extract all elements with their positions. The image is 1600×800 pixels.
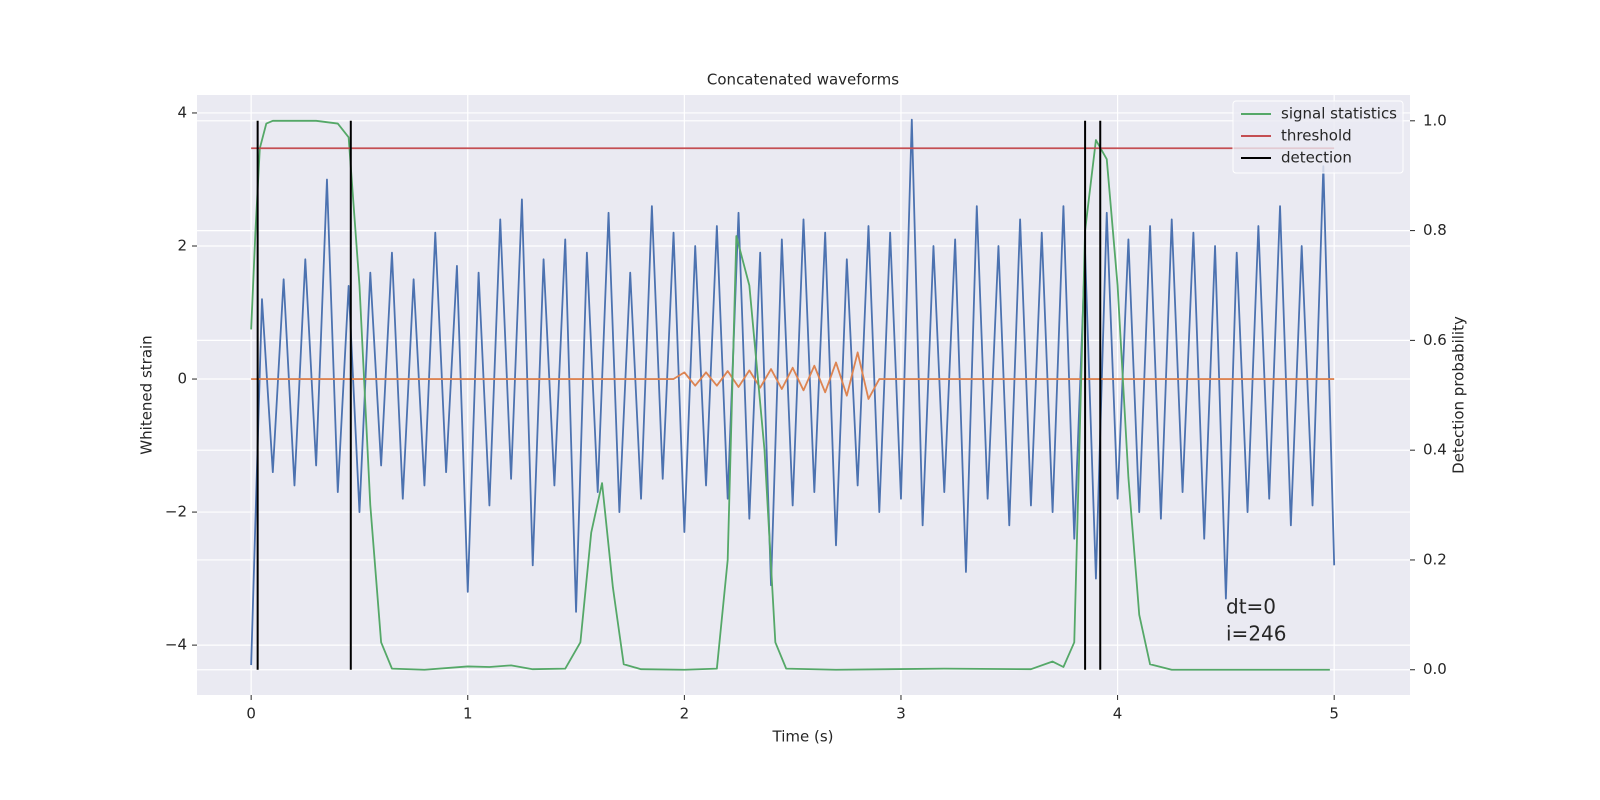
legend-label: detection (1281, 149, 1352, 167)
legend-label: signal statistics (1281, 105, 1397, 123)
chart-title: Concatenated waveforms (707, 71, 899, 89)
y-tick-label: 2 (177, 236, 187, 254)
plot-area (197, 95, 1410, 695)
y2-tick-label: 0.8 (1423, 221, 1447, 239)
y2-tick-label: 0.6 (1423, 331, 1447, 349)
legend-box (1232, 100, 1404, 174)
y2-tick-label: 1.0 (1423, 111, 1447, 129)
legend: signal statistics threshold detection (1232, 100, 1404, 174)
series-line (251, 351, 1335, 400)
annotation: dt=0 (1226, 595, 1276, 619)
x-tick-label: 4 (1113, 705, 1123, 723)
series-line (250, 118, 1336, 666)
x-tick-label: 3 (896, 705, 906, 723)
y-tick-label: 0 (177, 370, 187, 388)
y-tick-label: −4 (165, 636, 187, 654)
legend-label: threshold (1281, 127, 1352, 145)
x-tick-label: 2 (680, 705, 690, 723)
y2-tick-label: 0.0 (1423, 660, 1447, 678)
x-tick-label: 1 (463, 705, 473, 723)
y2-axis-label: Detection probability (1450, 316, 1468, 474)
y2-tick-label: 0.4 (1423, 441, 1447, 459)
y-tick-label: −2 (165, 503, 187, 521)
y-axis-label: Whitened strain (138, 335, 156, 454)
x-axis-label: Time (s) (772, 728, 834, 746)
series-line (250, 119, 1330, 671)
x-tick-label: 5 (1329, 705, 1339, 723)
marks (250, 118, 1336, 671)
x-tick-label: 0 (246, 705, 256, 723)
y-tick-label: 4 (177, 103, 187, 121)
annotation: i=246 (1226, 622, 1287, 646)
y2-tick-label: 0.2 (1423, 550, 1447, 568)
